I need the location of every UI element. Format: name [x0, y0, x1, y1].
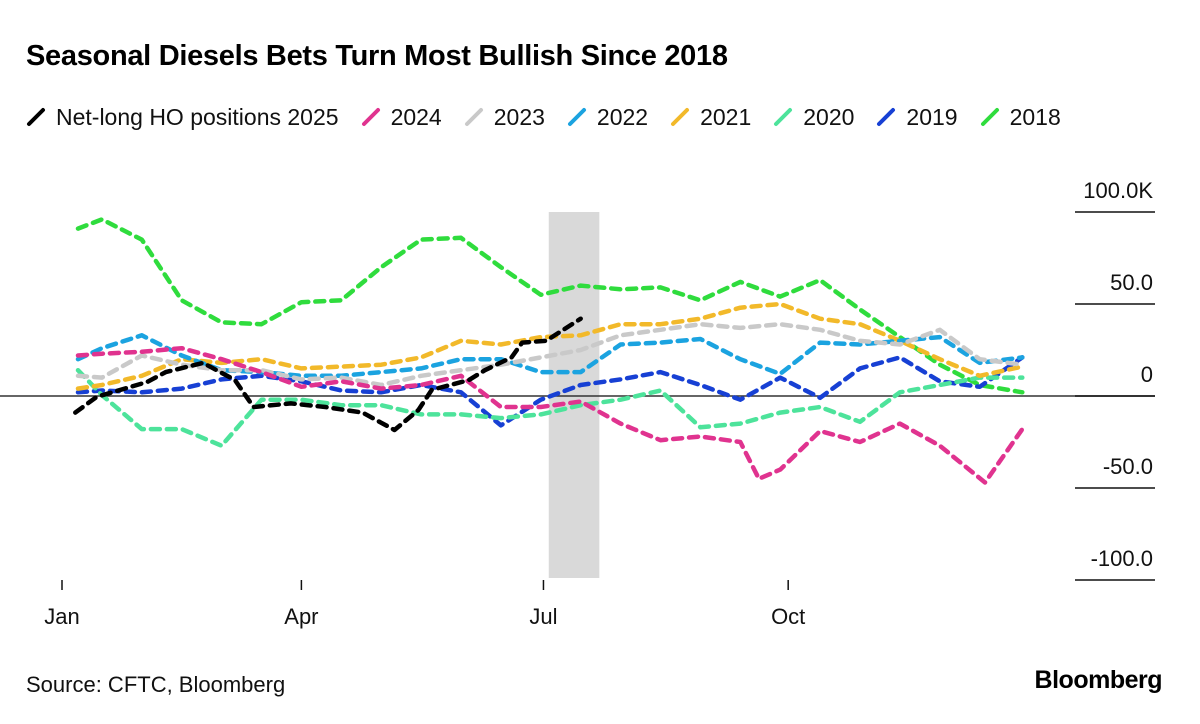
series-line-2024 [75, 345, 1025, 485]
legend-swatch-icon [361, 108, 380, 126]
y-tick-label: 100.0K [1083, 178, 1153, 203]
legend-label: 2019 [906, 103, 958, 130]
legend-item: 2019 [876, 102, 958, 132]
series-line-2019 [75, 355, 1025, 428]
legend-label: 2018 [1009, 103, 1061, 130]
legend-item: 2021 [670, 102, 751, 132]
legend-item: 2020 [773, 102, 854, 132]
chart-title: Seasonal Diesels Bets Turn Most Bullish … [26, 40, 728, 72]
series-line-2022 [75, 333, 1025, 379]
legend-swatch-icon [464, 108, 483, 126]
legend-item: 2018 [980, 102, 1061, 132]
series-line-2023 [75, 321, 1025, 388]
legend-swatch-icon [980, 108, 999, 126]
legend: Net-long HO positions 2025 2024 2023 2022 20… [26, 102, 1186, 132]
x-tick-label: Jul [529, 604, 557, 629]
x-tick-label: Oct [771, 604, 805, 629]
y-tick-label: 0 [1141, 362, 1153, 387]
legend-swatch-icon [877, 108, 896, 126]
series-line-2021 [75, 301, 1025, 391]
series-line-2020 [75, 367, 1025, 448]
y-tick-label: 50.0 [1110, 270, 1153, 295]
x-tick-label: Jan [44, 604, 79, 629]
legend-swatch-icon [567, 108, 586, 126]
legend-label: 2023 [493, 103, 545, 130]
legend-swatch-icon [27, 108, 45, 126]
series-line-2018 [75, 217, 1025, 395]
legend-label: 2024 [390, 103, 442, 130]
legend-item: 2024 [361, 102, 442, 132]
legend-label: 2021 [700, 103, 752, 130]
legend-swatch-icon [774, 108, 793, 126]
source-note: Source: CFTC, Bloomberg [26, 672, 286, 697]
legend-swatch-icon [671, 108, 690, 126]
y-tick-label: -100.0 [1091, 546, 1153, 571]
x-tick-label: Apr [284, 604, 318, 629]
legend-item: 2022 [567, 102, 648, 132]
legend-label: 2022 [596, 103, 649, 130]
y-tick-label: -50.0 [1103, 454, 1153, 479]
bloomberg-logo: Bloomberg [1034, 666, 1163, 694]
legend-item: Net-long HO positions 2025 [26, 102, 339, 132]
legend-item: 2023 [464, 102, 545, 132]
legend-label: 2020 [803, 103, 855, 130]
legend-label: Net-long HO positions 2025 [56, 103, 339, 130]
series-line-net-long-ho-positions-2025 [73, 316, 583, 433]
